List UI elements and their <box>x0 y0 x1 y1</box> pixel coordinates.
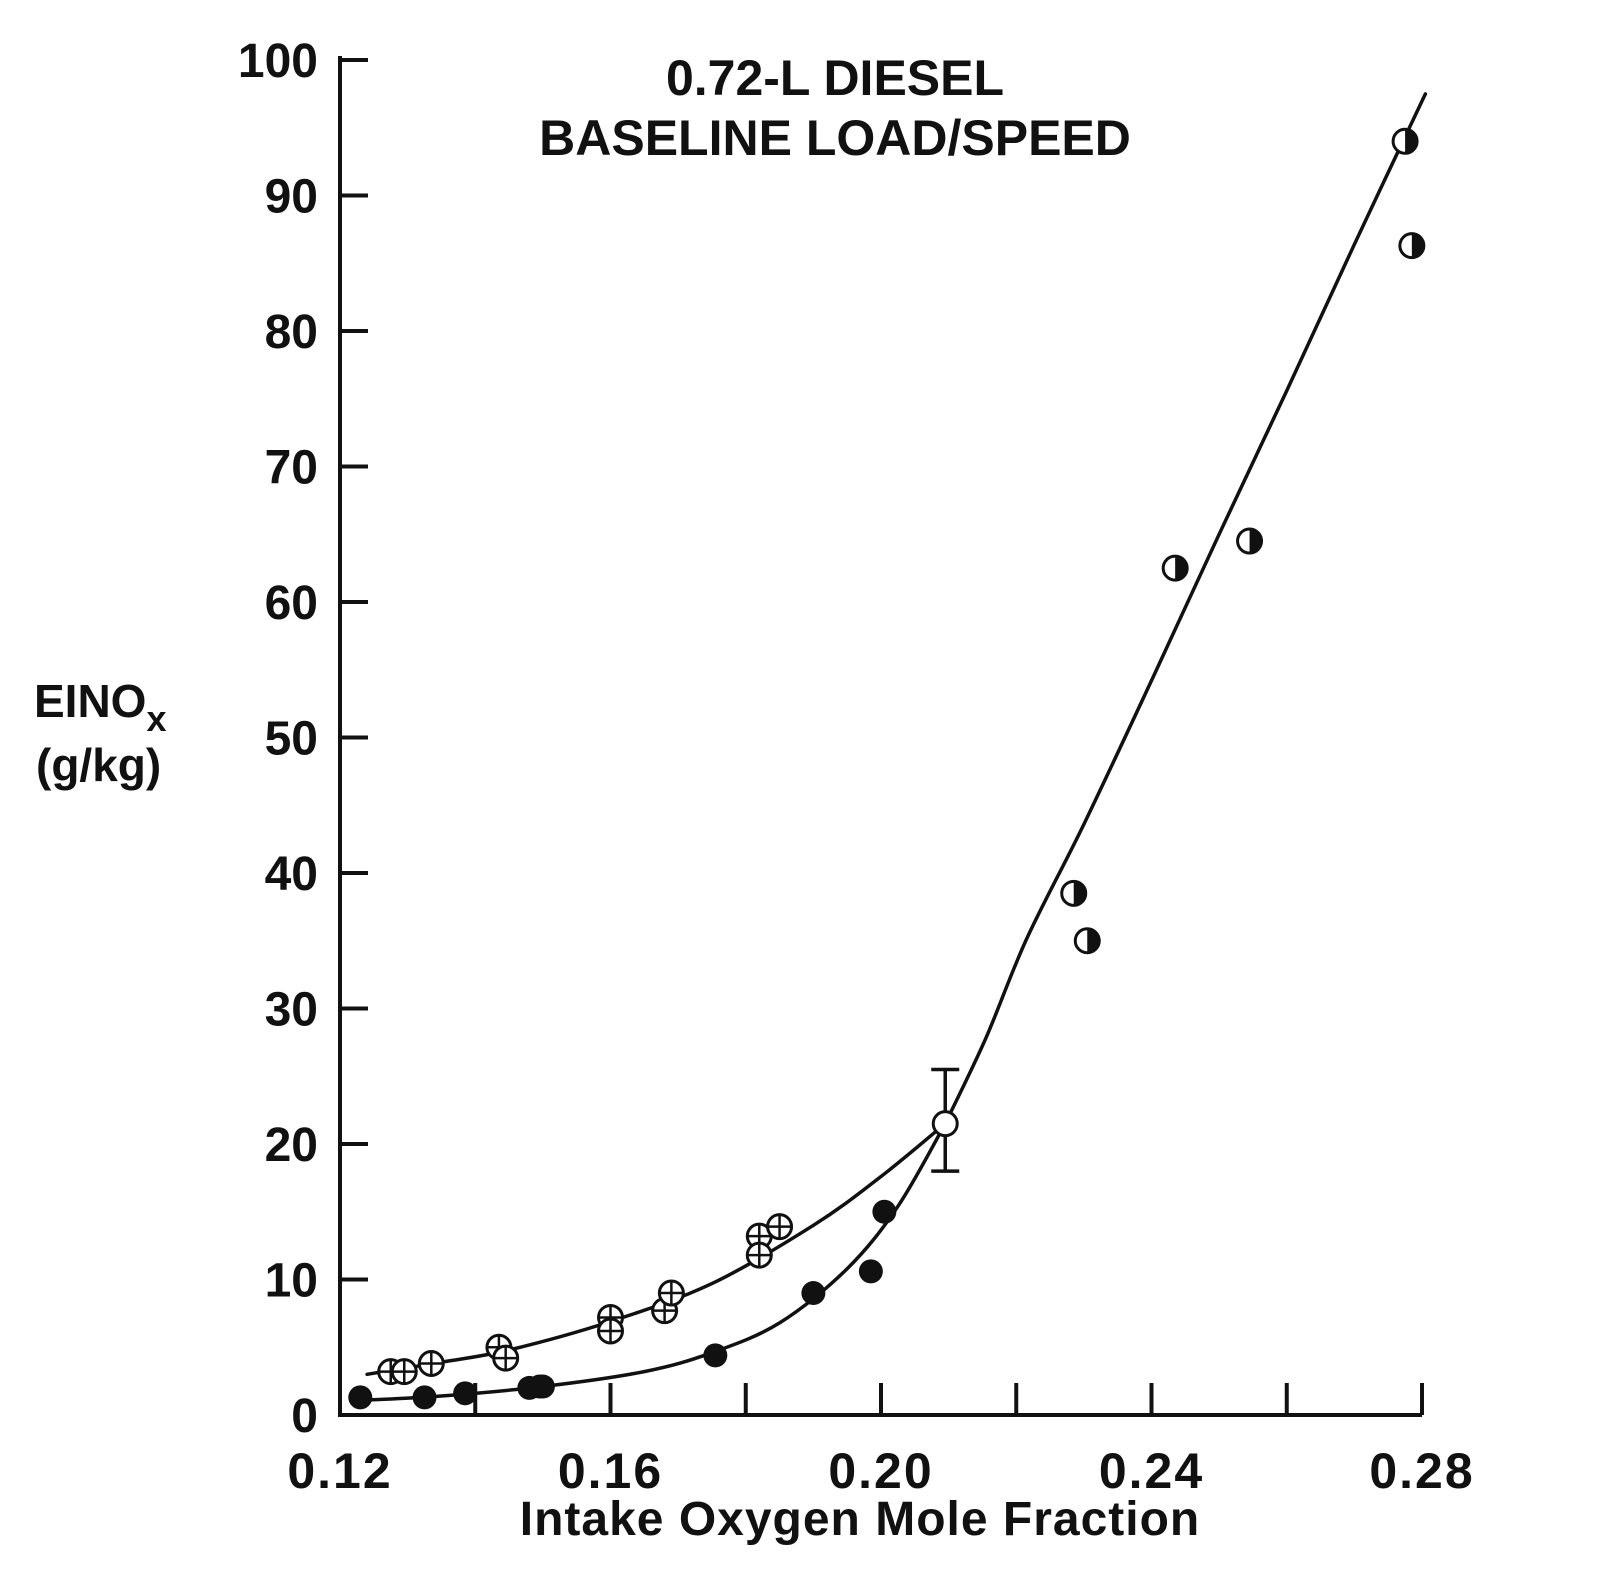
data-point-circle-cross <box>745 1241 773 1269</box>
y-tick-label: 80 <box>265 306 318 359</box>
x-tick-label: 0.24 <box>1099 1443 1204 1499</box>
y-axis-label-unit: (g/kg) <box>36 739 161 791</box>
x-tick-label: 0.16 <box>558 1443 663 1499</box>
data-point-circle-cross <box>417 1350 445 1378</box>
data-point-half-filled-circle <box>1161 554 1189 582</box>
data-markers <box>348 127 1426 1410</box>
data-point-filled-circle <box>872 1199 897 1224</box>
x-tick-label: 0.20 <box>828 1443 933 1499</box>
y-axis-label-subscript: x <box>146 698 166 739</box>
x-axis-label: Intake Oxygen Mole Fraction <box>520 1493 1200 1546</box>
y-axis-label-text: EINO <box>34 675 146 727</box>
data-point-filled-circle <box>348 1385 373 1410</box>
fit-curves <box>365 92 1428 1402</box>
fit-curve-upper <box>365 1121 947 1377</box>
data-point-circle-cross <box>492 1344 520 1372</box>
y-tick-label: 20 <box>265 1119 318 1172</box>
data-point-filled-circle <box>412 1385 437 1410</box>
y-tick-label: 40 <box>265 848 318 901</box>
fit-curve-main <box>943 92 1428 1126</box>
y-tick-label: 10 <box>265 1255 318 1308</box>
y-tick-label: 60 <box>265 577 318 630</box>
chart-title-line-2: BASELINE LOAD/SPEED <box>539 110 1131 166</box>
y-axis-label: EINOx (g/kg) <box>34 675 167 791</box>
y-tick-label: 50 <box>265 713 318 766</box>
data-point-half-filled-circle <box>1398 232 1426 260</box>
data-point-circle-cross <box>597 1317 624 1345</box>
data-point-half-filled-circle <box>1391 127 1419 155</box>
data-point-half-filled-circle <box>1236 527 1264 555</box>
data-point-circle-cross <box>390 1358 418 1386</box>
data-point-circle-cross <box>657 1279 685 1307</box>
data-point-filled-circle <box>858 1259 883 1284</box>
data-point-filled-circle <box>453 1381 478 1406</box>
data-point-filled-circle <box>703 1343 728 1368</box>
y-tick-label: 0 <box>291 1390 318 1443</box>
y-tick-label: 30 <box>265 984 318 1037</box>
y-tick-label: 90 <box>265 171 318 224</box>
chart-title: 0.72-L DIESEL BASELINE LOAD/SPEED <box>539 50 1131 166</box>
data-point-open-circle <box>931 1110 959 1138</box>
chart-title-line-1: 0.72-L DIESEL <box>666 50 1004 106</box>
y-tick-label: 70 <box>265 442 318 495</box>
x-tick-label: 0.28 <box>1369 1443 1474 1499</box>
data-point-filled-circle <box>801 1281 826 1306</box>
x-tick-label: 0.12 <box>287 1443 392 1499</box>
axes: 0 10 20 30 40 50 60 70 80 90 100 0.12 0.16 0.20 0.24 0.… <box>238 35 1474 1499</box>
y-tick-label: 100 <box>238 35 318 88</box>
data-point-circle-cross <box>766 1213 794 1241</box>
y-axis-label-main: EINOx <box>34 675 167 739</box>
data-point-half-filled-circle <box>1073 927 1101 955</box>
data-point-half-filled-circle <box>1060 879 1088 907</box>
data-point-filled-circle <box>530 1374 555 1399</box>
